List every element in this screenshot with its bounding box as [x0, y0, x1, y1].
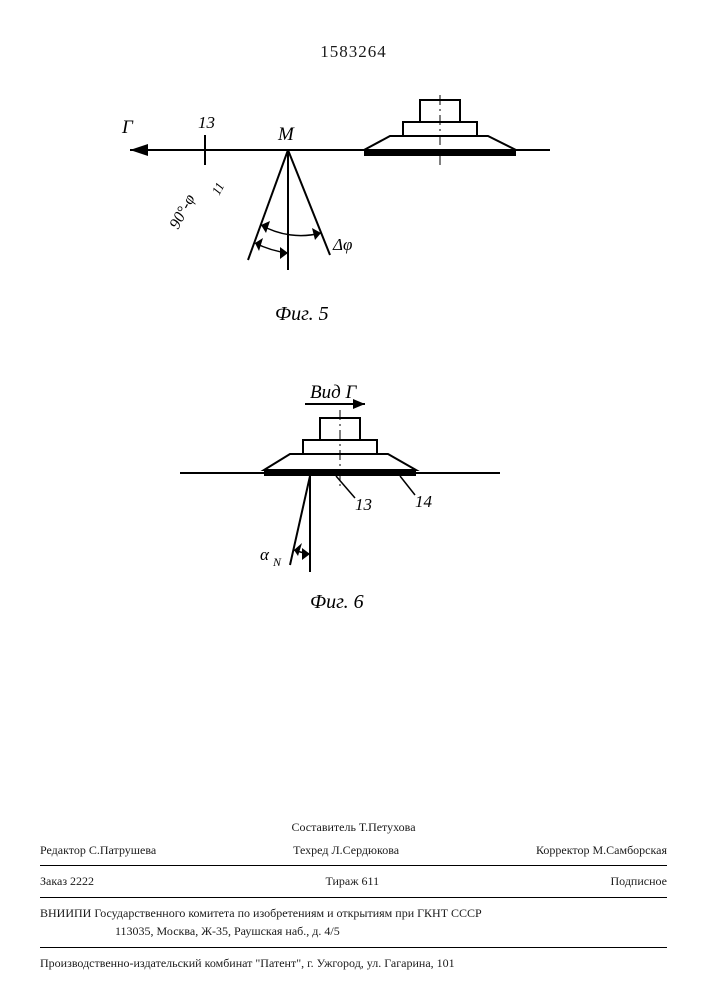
- editor: Редактор С.Патрушева: [40, 841, 156, 860]
- footer-block: Составитель Т.Петухова Редактор С.Патруш…: [40, 818, 667, 973]
- divider-3: [40, 947, 667, 948]
- divider-1: [40, 865, 667, 866]
- figure-5: Г 13 М 90°-φ 11 Δφ Фиг. 5: [120, 95, 560, 340]
- figure-5-svg: Г 13 М 90°-φ 11 Δφ Фиг. 5: [120, 95, 560, 340]
- address: 113035, Москва, Ж-35, Раушская наб., д. …: [115, 924, 340, 938]
- angle-90-phi: 90°-φ: [167, 191, 199, 231]
- svg-text:11: 11: [208, 180, 227, 198]
- label-G: Г: [121, 117, 134, 138]
- svg-text:N: N: [272, 555, 282, 569]
- body-shape: [364, 95, 516, 167]
- compiler-line: Составитель Т.Петухова: [40, 818, 667, 837]
- label-14: 14: [415, 492, 433, 511]
- order: Заказ 2222: [40, 872, 94, 891]
- vniipi-line: ВНИИПИ Государственного комитета по изоб…: [40, 906, 482, 920]
- fig5-caption: Фиг. 5: [275, 303, 329, 325]
- label-M: М: [277, 124, 295, 145]
- print-run: Тираж 611: [325, 872, 379, 891]
- divider-2: [40, 897, 667, 898]
- angle-alpha: α: [260, 545, 270, 564]
- label-13: 13: [198, 113, 215, 132]
- angle-delta-phi: Δφ: [332, 235, 352, 254]
- document-number: 1583264: [320, 42, 387, 62]
- fig6-caption: Фиг. 6: [310, 591, 364, 613]
- view-label: Вид Г: [310, 382, 357, 403]
- corrector: Корректор М.Самборская: [536, 841, 667, 860]
- figure-6: Вид Г 13 14 α N Фиг. 6: [160, 380, 520, 625]
- label-13-b: 13: [355, 495, 372, 514]
- body-shape-2: [264, 410, 416, 488]
- techred: Техред Л.Сердюкова: [293, 841, 399, 860]
- figure-6-svg: Вид Г 13 14 α N Фиг. 6: [160, 380, 520, 625]
- subscription: Подписное: [611, 872, 668, 891]
- bottom-line: Производственно-издательский комбинат "П…: [40, 954, 667, 973]
